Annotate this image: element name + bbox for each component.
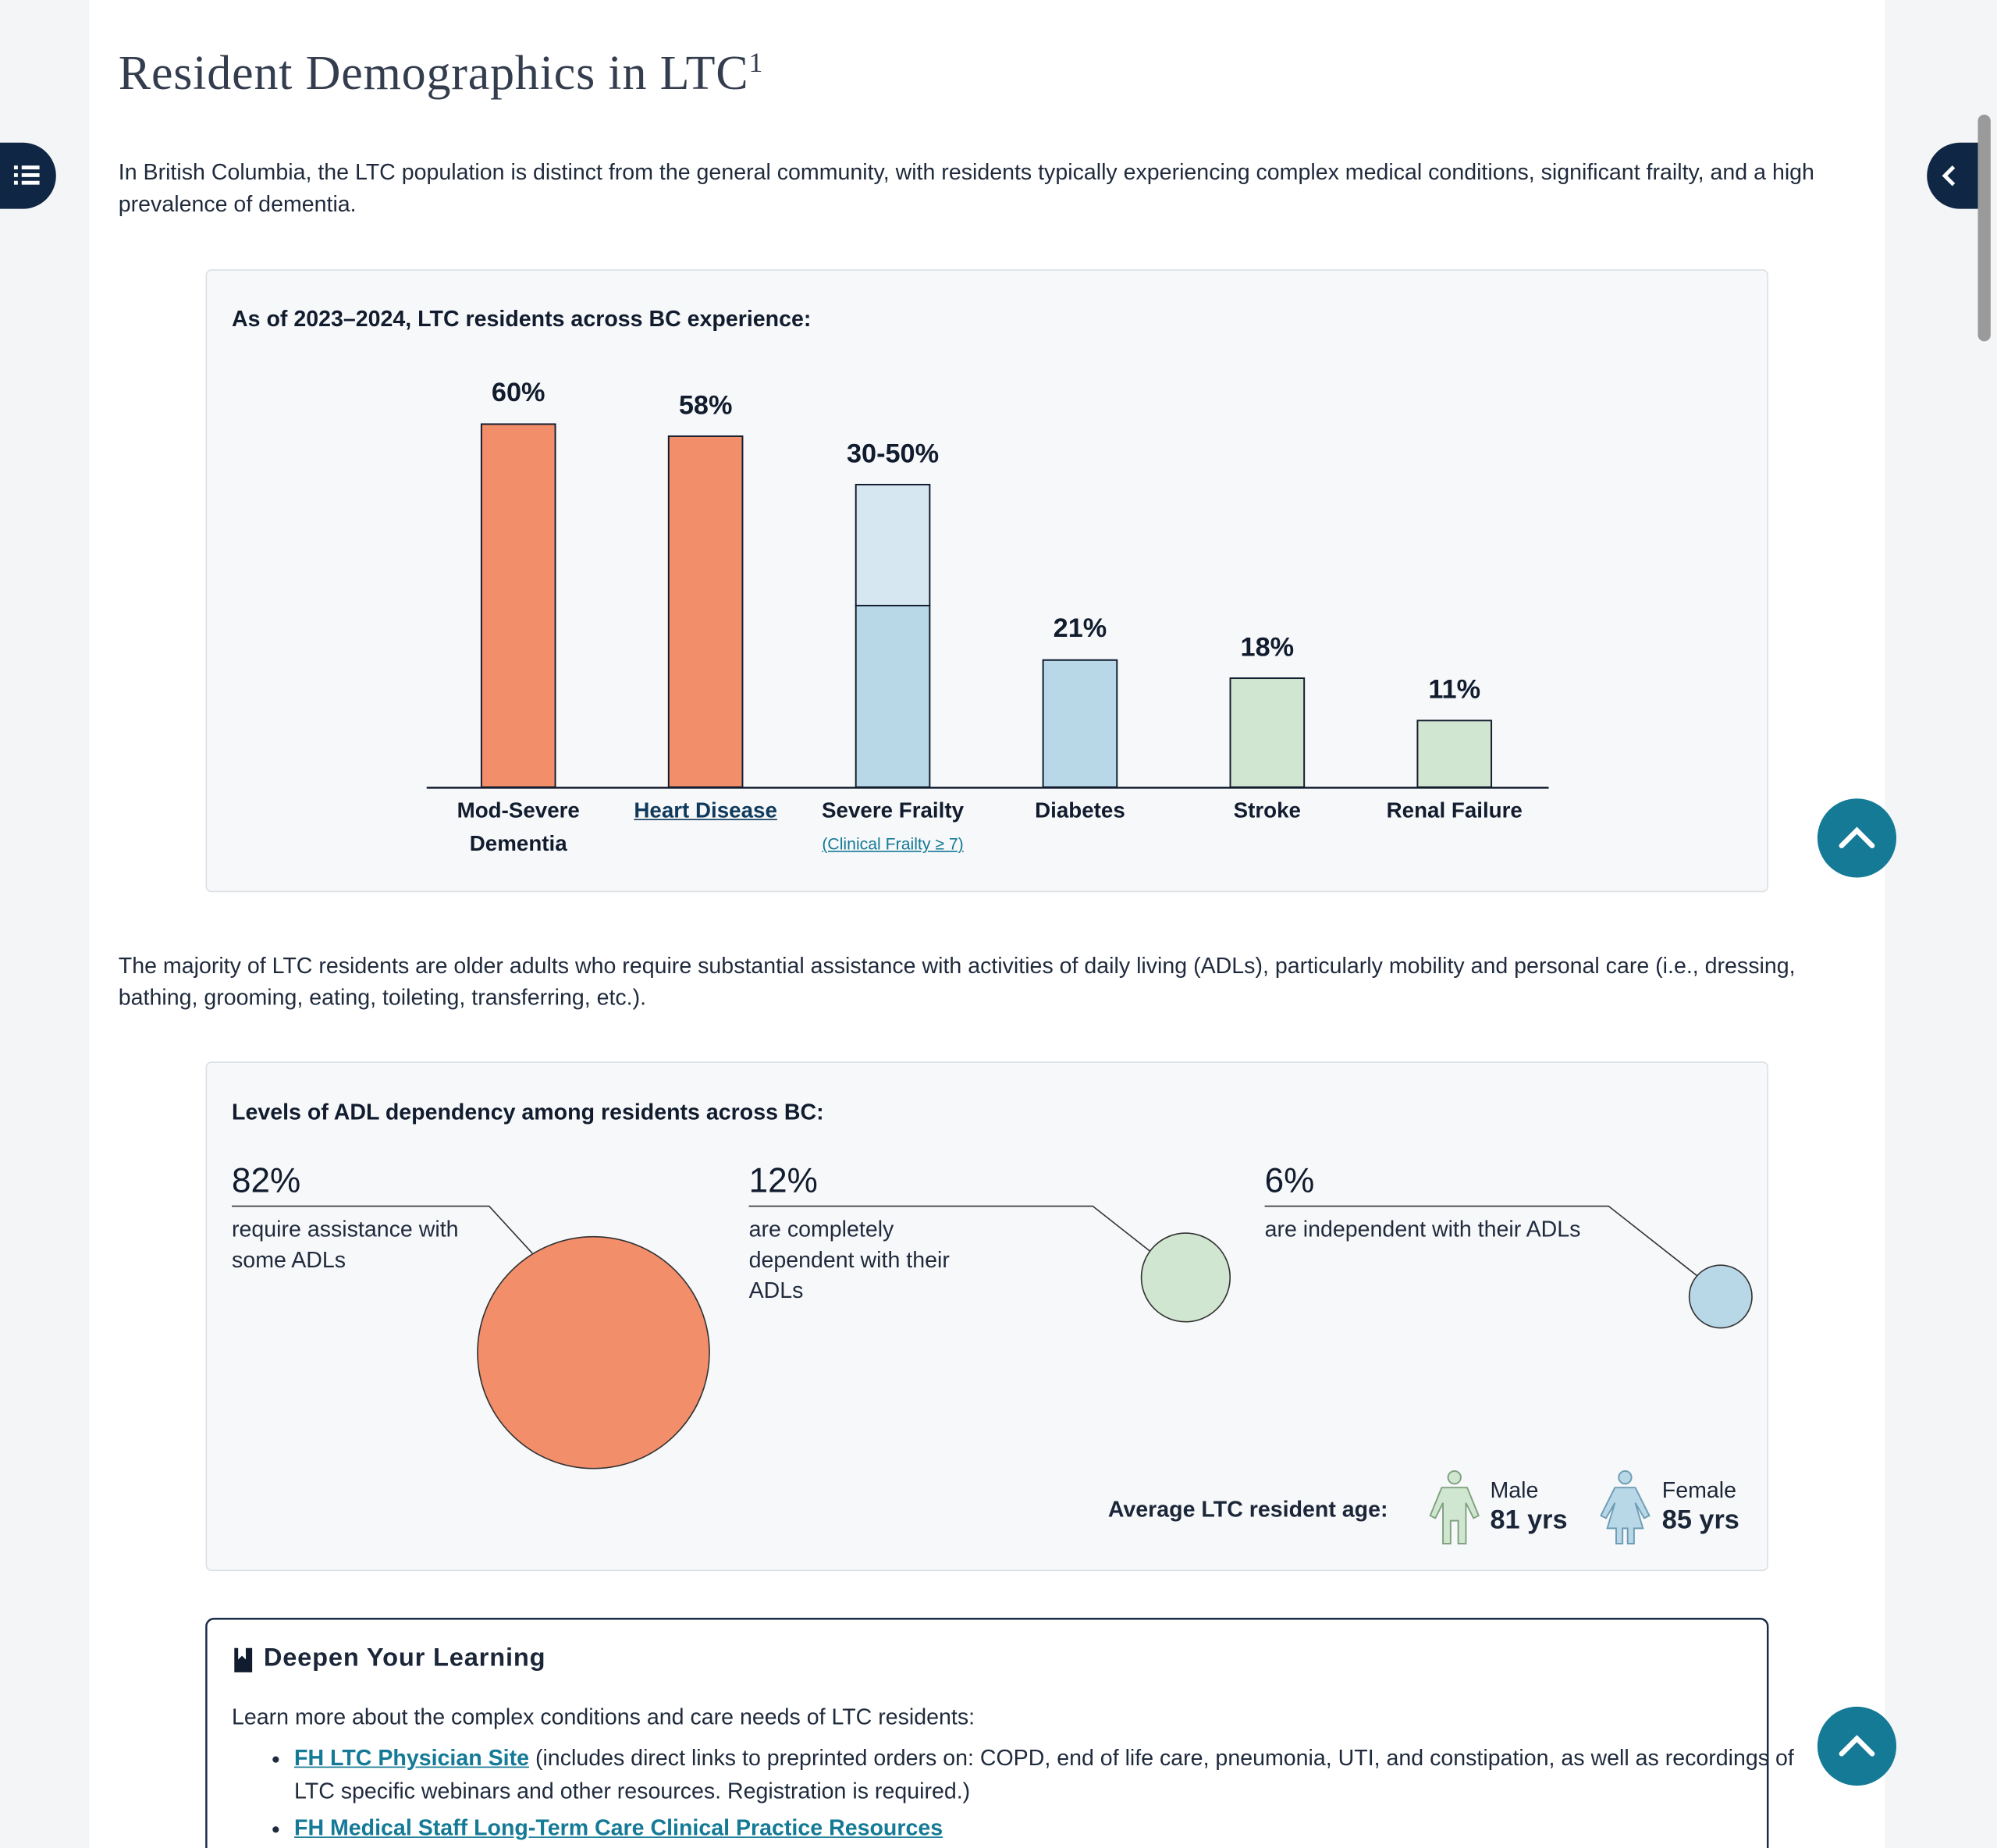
learning-intro: Learn more about the complex conditions … (232, 1704, 975, 1730)
chevron-icon (1942, 165, 1956, 187)
percent: 6% (1264, 1161, 1315, 1200)
bubble (1140, 1232, 1231, 1323)
resource-link[interactable]: FH Medical Staff Long-Term Care Clinical… (293, 1814, 943, 1841)
bar (667, 435, 744, 788)
female-icon (1600, 1470, 1651, 1544)
sidebar-toggle[interactable] (1927, 142, 1981, 209)
intro-paragraph: In British Columbia, the LTC population … (118, 159, 1814, 217)
bar (1042, 659, 1118, 788)
title-text: Resident Demographics in LTC (118, 47, 749, 101)
age-group-name: Male (1490, 1477, 1539, 1503)
percent: 82% (232, 1161, 301, 1200)
description: require assistance with some ADLs (232, 1216, 459, 1273)
bar (480, 423, 556, 788)
category-label: Severe Frailty (822, 798, 965, 823)
resource-item: FH Medical Staff Long-Term Care Clinical… (294, 1811, 1810, 1844)
bar (1416, 720, 1493, 788)
bar (1229, 677, 1306, 788)
description: are independent with their ADLs (1264, 1216, 1581, 1242)
chart-card (205, 269, 1769, 893)
paragraph: The majority of LTC residents are older … (118, 952, 1796, 1011)
description: are completely dependent with their ADLs (748, 1216, 950, 1303)
value-label: 11% (1428, 674, 1481, 705)
chart-title: As of 2023–2024, LTC residents across BC… (232, 305, 812, 332)
connectors (232, 1205, 1705, 1282)
category-label: Renal Failure (1386, 798, 1523, 823)
bubble (1688, 1264, 1753, 1329)
category-label: Mod-Severe Dementia (457, 798, 580, 856)
book-icon (234, 1647, 253, 1672)
male-icon (1429, 1470, 1480, 1544)
value-label: 58% (678, 390, 733, 420)
scroll-top-button[interactable] (1817, 1706, 1897, 1786)
age-label: Average LTC resident age: (1107, 1496, 1388, 1523)
bubble (477, 1235, 710, 1470)
page-title: Resident Demographics in LTC1 (119, 46, 763, 102)
age-value: 81 yrs (1490, 1505, 1568, 1535)
learning-card (205, 1618, 1769, 1848)
adl-title: Levels of ADL dependency among residents… (232, 1099, 824, 1125)
resource-list: FH LTC Physician Site (includes direct l… (232, 1741, 1810, 1844)
category-label: Stroke (1233, 798, 1302, 823)
category-note: (Clinical Frailty ≥ 7) (822, 833, 964, 854)
toc-icon (13, 165, 40, 185)
value-label: 60% (491, 378, 545, 408)
percent: 12% (748, 1161, 818, 1200)
category-label: Diabetes (1035, 798, 1125, 823)
age-group-name: Female (1661, 1477, 1737, 1503)
category-label: Heart Disease (634, 798, 777, 823)
resource-text: (includes direct links to preprinted ord… (293, 1744, 1794, 1804)
resource-link[interactable]: FH LTC Physician Site (293, 1744, 529, 1771)
value-label: 18% (1240, 632, 1295, 662)
scroll-top-button[interactable] (1817, 798, 1897, 878)
bar (855, 605, 931, 788)
bar (855, 483, 931, 606)
value-label: 30-50% (846, 439, 940, 468)
learning-title: Deepen Your Learning (263, 1644, 546, 1672)
scrollbar[interactable] (1977, 114, 1991, 342)
age-value: 85 yrs (1661, 1505, 1739, 1535)
resource-item: FH LTC Physician Site (includes direct l… (294, 1741, 1810, 1807)
footnote-ref[interactable]: 1 (748, 46, 764, 79)
value-label: 21% (1053, 614, 1107, 644)
